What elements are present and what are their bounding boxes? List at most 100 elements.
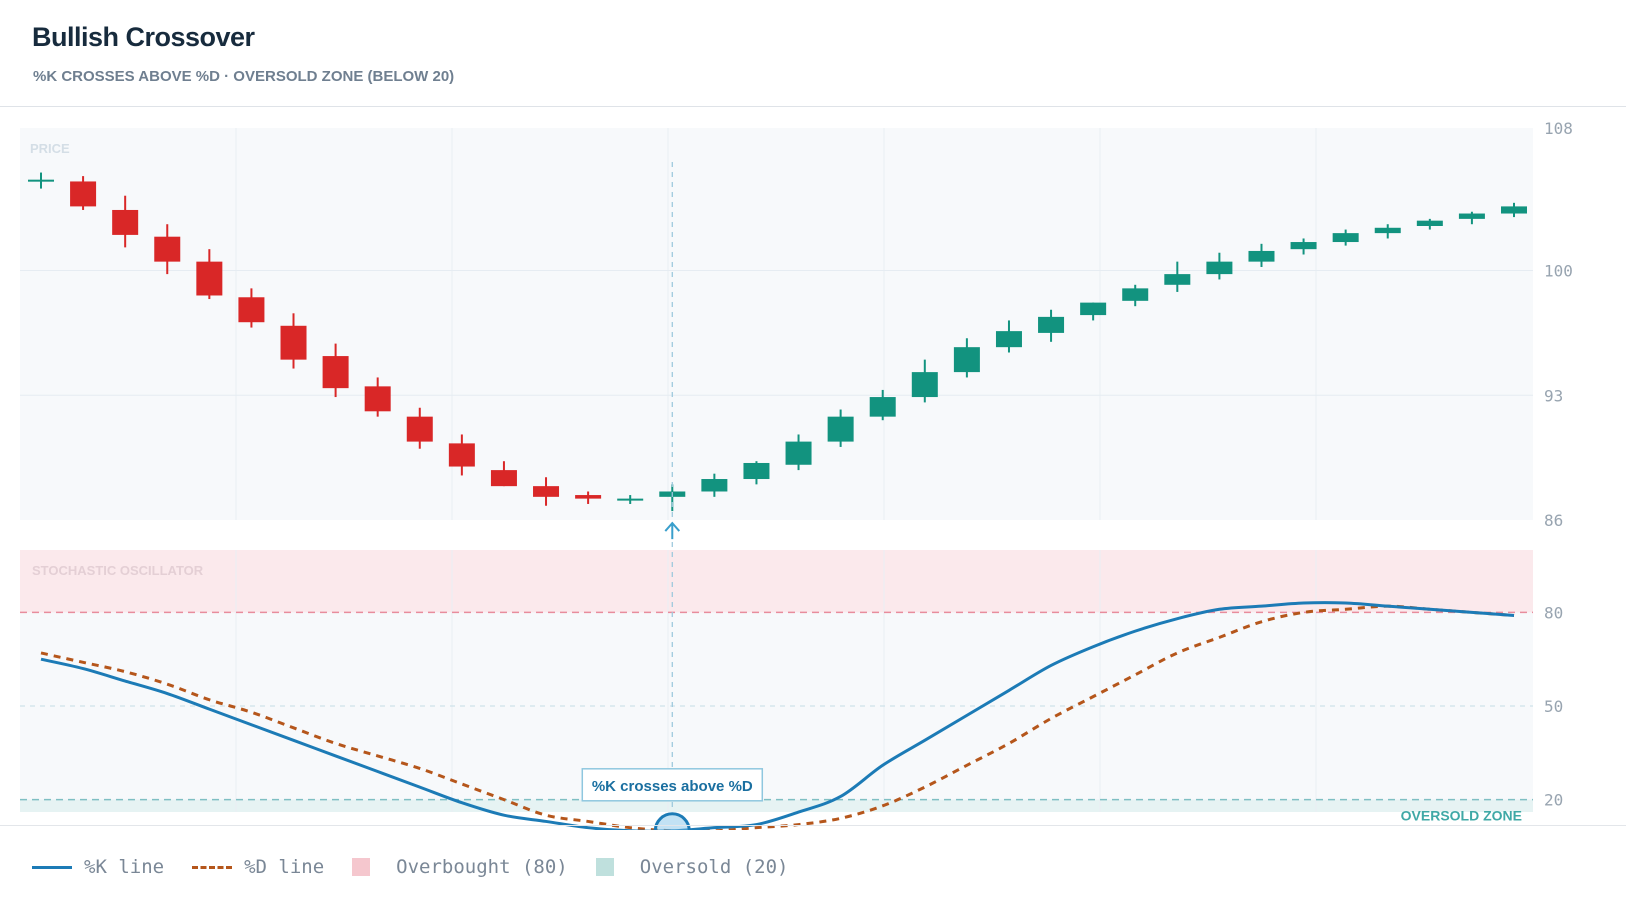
candle bbox=[1164, 261, 1191, 292]
candle-body bbox=[953, 347, 980, 373]
d-line-swatch bbox=[192, 865, 233, 869]
candle bbox=[1416, 218, 1443, 230]
candle bbox=[1332, 229, 1359, 246]
candle bbox=[1080, 302, 1107, 321]
candle bbox=[995, 320, 1022, 353]
price-tick-label: 86 bbox=[1544, 511, 1563, 530]
candle-body bbox=[1416, 220, 1443, 226]
candle bbox=[953, 338, 980, 378]
crossover-callout: %K crosses above %D bbox=[581, 768, 764, 802]
candle-body bbox=[280, 325, 307, 360]
candle bbox=[406, 407, 433, 449]
candle-body bbox=[196, 261, 223, 296]
chart-header: Bullish Crossover %K CROSSES ABOVE %D · … bbox=[0, 0, 1626, 107]
candle-body bbox=[112, 209, 139, 235]
candle-body bbox=[1458, 213, 1485, 219]
candle-body bbox=[406, 416, 433, 442]
price-y-axis: 108 100 93 86 bbox=[1544, 119, 1573, 530]
candle-body bbox=[785, 441, 812, 465]
candle-body bbox=[575, 495, 602, 499]
candle bbox=[1248, 243, 1275, 267]
overbought-band bbox=[20, 550, 1533, 613]
candle-body bbox=[364, 386, 391, 412]
candle bbox=[448, 434, 475, 476]
overbought-swatch bbox=[352, 858, 371, 876]
chart-subtitle: %K CROSSES ABOVE %D · OVERSOLD ZONE (BEL… bbox=[33, 68, 455, 85]
legend-item-overbought: Overbought (80) bbox=[352, 856, 568, 878]
candle bbox=[1458, 211, 1485, 225]
candles bbox=[28, 172, 1527, 512]
candle bbox=[28, 172, 54, 189]
osc-tick-label: 50 bbox=[1544, 697, 1563, 716]
candle bbox=[1122, 284, 1149, 307]
callout-text: %K crosses above %D bbox=[592, 778, 753, 795]
candle bbox=[1038, 309, 1065, 342]
candle-body bbox=[827, 416, 854, 442]
candle bbox=[154, 224, 181, 275]
candle-body bbox=[995, 331, 1022, 348]
candle bbox=[322, 343, 349, 398]
legend-label-d: %D line bbox=[244, 856, 325, 878]
candle bbox=[701, 473, 728, 497]
candle bbox=[575, 491, 602, 504]
candle bbox=[1501, 202, 1527, 218]
candle-body bbox=[1332, 233, 1359, 243]
callout-box bbox=[581, 768, 764, 802]
candle bbox=[911, 359, 938, 403]
candle-body bbox=[869, 397, 896, 417]
candle bbox=[1374, 224, 1401, 239]
candle bbox=[533, 477, 560, 506]
legend-label-overbought: Overbought (80) bbox=[396, 856, 568, 878]
oscillator-grid bbox=[235, 550, 1317, 812]
candle-body bbox=[28, 179, 54, 182]
chart-canvas: PRICE 108 100 93 86 STOCHASTIC OSCILLATOR O… bbox=[20, 119, 1573, 830]
oversold-zone-label: OVERSOLD ZONE bbox=[1401, 808, 1522, 824]
candle bbox=[112, 195, 139, 248]
price-tick-label: 93 bbox=[1544, 386, 1563, 405]
osc-tick-label: 20 bbox=[1544, 791, 1563, 810]
candle-body bbox=[1374, 227, 1401, 234]
legend-item-oversold: Oversold (20) bbox=[595, 856, 789, 878]
candle bbox=[1290, 238, 1317, 255]
candle-body bbox=[1038, 316, 1065, 333]
candle-body bbox=[1206, 261, 1233, 275]
candle-body bbox=[1290, 242, 1317, 250]
osc-tick-label: 80 bbox=[1544, 603, 1563, 622]
candle-body bbox=[322, 356, 349, 389]
crossover-arrow-icon bbox=[664, 521, 681, 540]
candle-body bbox=[1080, 302, 1107, 316]
candle-body bbox=[1122, 288, 1149, 301]
candle-body bbox=[1248, 250, 1275, 262]
candle-body bbox=[70, 181, 97, 207]
legend-label-k: %K line bbox=[84, 856, 165, 878]
candle bbox=[827, 409, 854, 447]
candle bbox=[280, 313, 307, 369]
candle-body bbox=[617, 498, 644, 501]
candle bbox=[1206, 252, 1233, 280]
oscillator-y-axis: 80 50 20 bbox=[1544, 603, 1563, 809]
candle bbox=[490, 461, 517, 487]
candle bbox=[238, 288, 265, 328]
candle-body bbox=[238, 297, 265, 323]
d-line-series bbox=[40, 604, 1515, 830]
k-line-swatch bbox=[32, 865, 72, 869]
chart-title: Bullish Crossover bbox=[32, 22, 255, 52]
candle-body bbox=[154, 236, 181, 262]
legend-item-d: %D line bbox=[192, 856, 324, 878]
candle bbox=[743, 461, 770, 485]
candle-body bbox=[911, 372, 938, 398]
candle-body bbox=[490, 470, 517, 487]
legend-item-k: %K line bbox=[32, 856, 164, 878]
candle bbox=[70, 176, 97, 210]
legend-label-oversold: Oversold (20) bbox=[639, 856, 789, 878]
candle-body bbox=[1164, 274, 1191, 285]
oscillator-panel-label: STOCHASTIC OSCILLATOR bbox=[32, 563, 204, 578]
price-panel-label: PRICE bbox=[30, 141, 70, 156]
candle-body bbox=[701, 479, 728, 492]
price-tick-label: 108 bbox=[1544, 119, 1573, 138]
price-grid bbox=[20, 128, 1533, 520]
candle-body bbox=[743, 462, 770, 480]
oversold-swatch bbox=[595, 858, 614, 876]
candle bbox=[196, 249, 223, 300]
price-panel-background bbox=[20, 128, 1533, 520]
